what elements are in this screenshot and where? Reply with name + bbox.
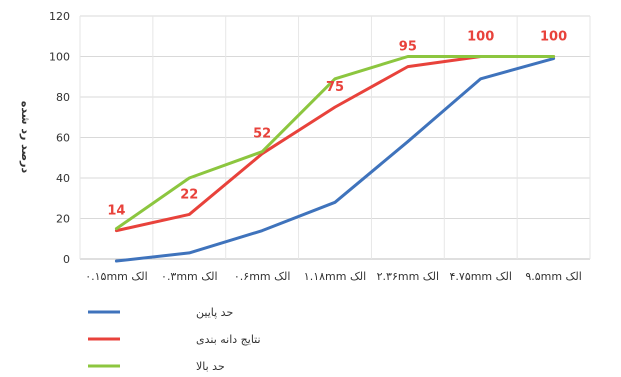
- y-tick-label: 80: [56, 91, 70, 104]
- y-tick-label: 0: [63, 253, 70, 266]
- data-labels: 14 22 52 75 95 100 100: [107, 30, 567, 219]
- legend-label: نتایج دانه بندی: [196, 333, 261, 346]
- data-label: 75: [326, 80, 344, 95]
- y-axis: 0 20 40 60 80 100 120: [49, 10, 70, 266]
- x-tick-label: الک ۰.۱۵mm: [85, 270, 147, 283]
- legend-label: حد پایین: [196, 306, 233, 319]
- y-tick-label: 40: [56, 172, 70, 185]
- y-axis-label: درصد رد شده: [19, 101, 32, 174]
- gridlines: [79, 15, 591, 260]
- x-tick-label: الک ۹.۵mm: [525, 270, 582, 283]
- x-tick-label: الک ۴.۷۵mm: [450, 270, 512, 283]
- data-label: 100: [467, 30, 494, 45]
- series-line-3: [114, 55, 556, 231]
- x-tick-label: الک ۰.۳mm: [161, 270, 218, 283]
- x-tick-label: الک ۱.۱۸mm: [304, 270, 366, 283]
- data-label: 52: [253, 127, 271, 142]
- y-tick-label: 120: [49, 10, 70, 23]
- x-tick-label: الک ۲.۳۶mm: [377, 270, 439, 283]
- x-tick-label: الک ۰.۶mm: [234, 270, 291, 283]
- x-axis: الک ۰.۱۵mm الک ۰.۳mm الک ۰.۶mm الک ۱.۱۸mm ال…: [85, 270, 582, 283]
- legend-label: حد بالا: [196, 360, 225, 373]
- series-line-1: [114, 57, 556, 263]
- y-tick-label: 60: [56, 132, 70, 145]
- series-lines: [114, 55, 556, 263]
- data-label: 95: [399, 40, 417, 55]
- data-label: 22: [180, 187, 198, 202]
- y-tick-label: 20: [56, 213, 70, 226]
- data-label: 100: [540, 30, 567, 45]
- legend: حد پایین نتایج دانه بندی حد بالا: [88, 306, 261, 373]
- data-label: 14: [107, 204, 125, 219]
- y-tick-label: 100: [49, 51, 70, 64]
